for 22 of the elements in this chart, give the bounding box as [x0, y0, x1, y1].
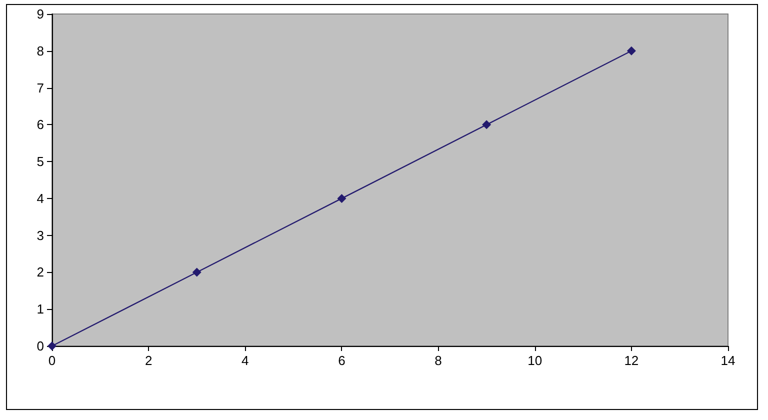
y-tick-label: 7 [36, 80, 44, 96]
y-tick-label: 5 [36, 154, 44, 170]
point [192, 268, 202, 277]
point [626, 46, 636, 56]
x-tick-label: 12 [624, 353, 639, 368]
y-tick-label: 6 [36, 117, 44, 132]
x-tick-label: 6 [338, 353, 346, 368]
x-tick-label: 10 [528, 353, 542, 368]
x-tick-label: 2 [144, 353, 152, 368]
x-tick-label: 4 [242, 353, 249, 368]
y-tick-label: 8 [36, 43, 44, 58]
y-tick-label: 1 [36, 302, 44, 317]
x-tick-label: 8 [434, 353, 442, 368]
x-tick-label: 14 [720, 353, 736, 368]
x-tick-label: 0 [48, 353, 56, 368]
y-tick-label: 0 [36, 338, 44, 354]
y-tick-label: 9 [36, 6, 44, 22]
y-tick-label: 2 [36, 264, 44, 280]
point [482, 120, 492, 130]
y-tick-label: 3 [36, 228, 44, 243]
point [337, 194, 346, 203]
y-tick-label: 4 [36, 190, 44, 206]
